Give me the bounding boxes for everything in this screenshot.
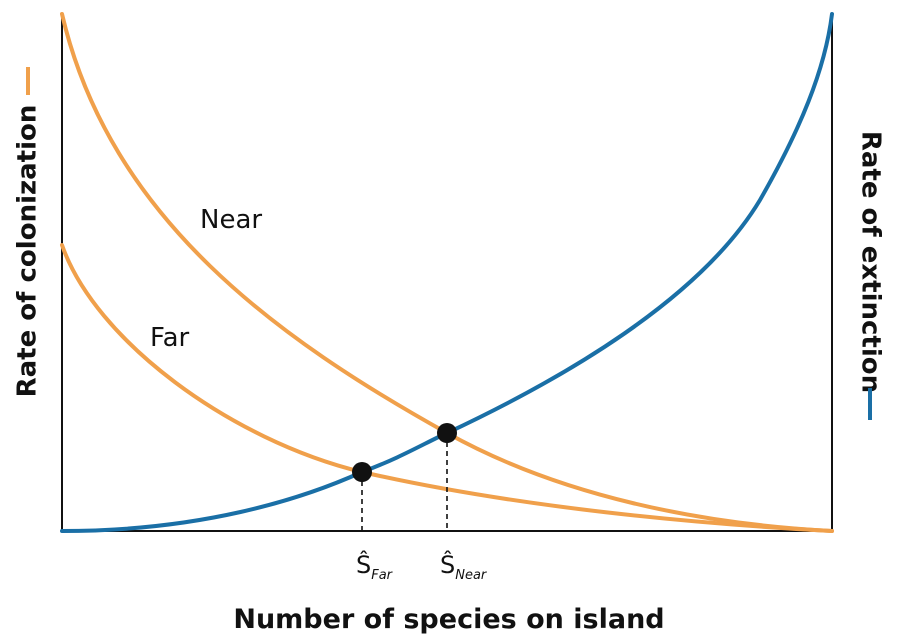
equilibrium-near-point: [437, 423, 457, 443]
y-axis-left-title: Rate of colonization: [13, 105, 43, 398]
near-curve-label: Near: [200, 205, 262, 235]
extinction-curve: [60, 12, 834, 533]
equilibrium-far-point: [352, 462, 372, 482]
x-axis-title: Number of species on island: [233, 604, 664, 635]
right-axis-title-group: Rate of extinction: [856, 131, 886, 420]
left-axis-title-group: Rate of colonization: [13, 67, 43, 397]
equilibrium-far-label: ŜFar: [356, 549, 394, 583]
equilibrium-near-symbol: Ŝ: [440, 549, 455, 579]
equilibrium-far-subscript: Far: [371, 568, 393, 583]
equilibrium-near-subscript: Near: [455, 568, 488, 583]
colonization-curve-near: [60, 12, 834, 533]
far-curve-label: Far: [150, 323, 190, 353]
equilibrium-near-label: ŜNear: [440, 549, 488, 583]
y-axis-right-title: Rate of extinction: [856, 131, 886, 393]
equilibrium-far-symbol: Ŝ: [356, 549, 371, 579]
